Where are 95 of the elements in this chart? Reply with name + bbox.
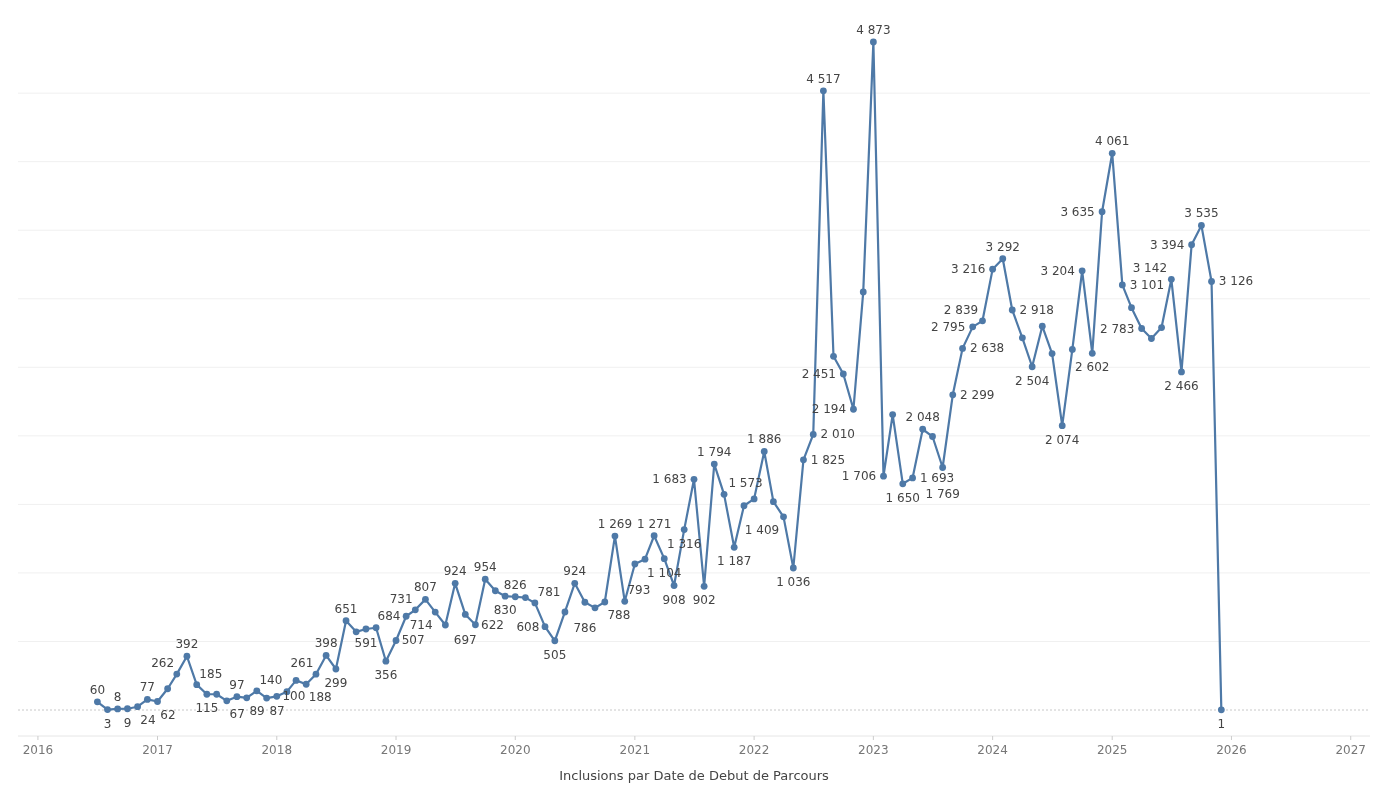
data-label: 2 638 [969, 341, 1005, 356]
x-tick-label: 2027 [1335, 743, 1366, 757]
data-label: 1 693 [919, 470, 955, 485]
data-label: 924 [443, 564, 467, 579]
x-tick-label: 2026 [1216, 743, 1247, 757]
data-label: 902 [692, 593, 716, 608]
data-label: 89 [249, 703, 265, 718]
x-tick-label: 2016 [22, 743, 54, 757]
data-label: 2 466 [1164, 378, 1199, 393]
data-label: 62 [160, 707, 176, 722]
data-label: 3 216 [950, 262, 986, 277]
data-label: 3 126 [1218, 274, 1254, 289]
data-label: 908 [662, 592, 686, 607]
data-label: 1 794 [697, 445, 732, 460]
data-label: 622 [481, 617, 504, 632]
data-label: 1 886 [747, 432, 782, 447]
data-label: 3 535 [1184, 206, 1219, 221]
data-label: 261 [290, 656, 314, 671]
data-label: 185 [199, 666, 223, 681]
data-label: 2 299 [960, 387, 995, 402]
data-label: 684 [377, 609, 401, 624]
data-label: 1 269 [597, 517, 633, 532]
data-label: 1 650 [885, 490, 920, 505]
data-label: 788 [607, 607, 631, 622]
data-label: 356 [374, 668, 398, 683]
x-axis-title: Inclusions par Date de Debut de Parcours [559, 768, 830, 783]
data-label: 67 [229, 706, 245, 721]
data-label: 115 [195, 701, 219, 716]
data-label: 2 048 [905, 410, 940, 425]
data-label: 1 706 [841, 469, 877, 484]
data-label: 1 825 [810, 452, 846, 467]
data-label: 8 [113, 689, 122, 704]
x-tick-label: 2024 [977, 743, 1008, 757]
data-label: 4 517 [806, 71, 841, 86]
data-label: 299 [324, 676, 348, 691]
data-label: 2 918 [1019, 303, 1054, 317]
x-tick-label: 2017 [142, 743, 173, 757]
data-label: 830 [493, 603, 517, 618]
data-label: 3 394 [1149, 237, 1185, 252]
data-label: 807 [413, 580, 437, 595]
x-tick-label: 2023 [858, 743, 889, 757]
data-label: 77 [139, 680, 156, 695]
data-label: 3 [103, 716, 112, 731]
data-label: 2 074 [1045, 432, 1080, 447]
data-label: 697 [453, 633, 477, 648]
data-label: 140 [259, 672, 283, 687]
data-label: 826 [503, 577, 527, 592]
data-label: 392 [175, 637, 199, 652]
data-label: 1 187 [717, 554, 752, 569]
data-label: 24 [140, 712, 156, 727]
data-label: 714 [409, 618, 433, 633]
data-label: 4 061 [1095, 134, 1130, 149]
x-tick-label: 2021 [619, 743, 651, 757]
data-label: 924 [563, 564, 587, 579]
x-tick-label: 2025 [1096, 743, 1128, 757]
data-label: 793 [627, 583, 651, 598]
data-label: 651 [334, 601, 358, 616]
data-label: 3 101 [1129, 277, 1165, 292]
data-label: 100 [282, 689, 306, 704]
data-label: 60 [89, 682, 106, 697]
data-label: 2 504 [1014, 373, 1050, 388]
x-tick-label: 2020 [500, 743, 531, 757]
data-label: 87 [269, 704, 285, 719]
data-label: 1 683 [652, 472, 687, 487]
data-label: 4 873 [856, 23, 891, 37]
data-label: 1 036 [776, 574, 811, 589]
data-label: 781 [537, 584, 561, 599]
data-label: 3 635 [1060, 204, 1095, 219]
data-label: 2 010 [820, 427, 855, 442]
data-label: 3 204 [1040, 263, 1075, 278]
data-label: 2 839 [943, 302, 979, 317]
data-label: 1 769 [925, 486, 960, 501]
data-label: 505 [543, 647, 567, 662]
data-label: 2 795 [931, 319, 966, 334]
data-label: 954 [473, 560, 497, 575]
data-label: 1 271 [636, 516, 672, 531]
x-tick-label: 2022 [738, 743, 770, 757]
data-label: 3 142 [1132, 261, 1168, 276]
x-tick-label: 2018 [261, 743, 293, 757]
data-label: 262 [151, 656, 175, 671]
data-label: 786 [573, 621, 597, 636]
data-label: 398 [314, 636, 338, 651]
data-label: 2 783 [1099, 321, 1135, 336]
data-label: 608 [516, 619, 540, 634]
data-label: 507 [401, 633, 425, 648]
data-label: 731 [389, 591, 413, 606]
data-label: 97 [229, 677, 245, 692]
data-label: 188 [308, 690, 332, 705]
data-label: 2 602 [1075, 360, 1110, 375]
data-label: 3 292 [985, 239, 1020, 254]
x-tick-label: 2019 [380, 743, 412, 757]
data-label: 591 [354, 635, 378, 650]
data-label: 9 [123, 715, 132, 730]
data-label: 1 409 [744, 522, 780, 537]
data-label: 1 [1217, 716, 1226, 731]
